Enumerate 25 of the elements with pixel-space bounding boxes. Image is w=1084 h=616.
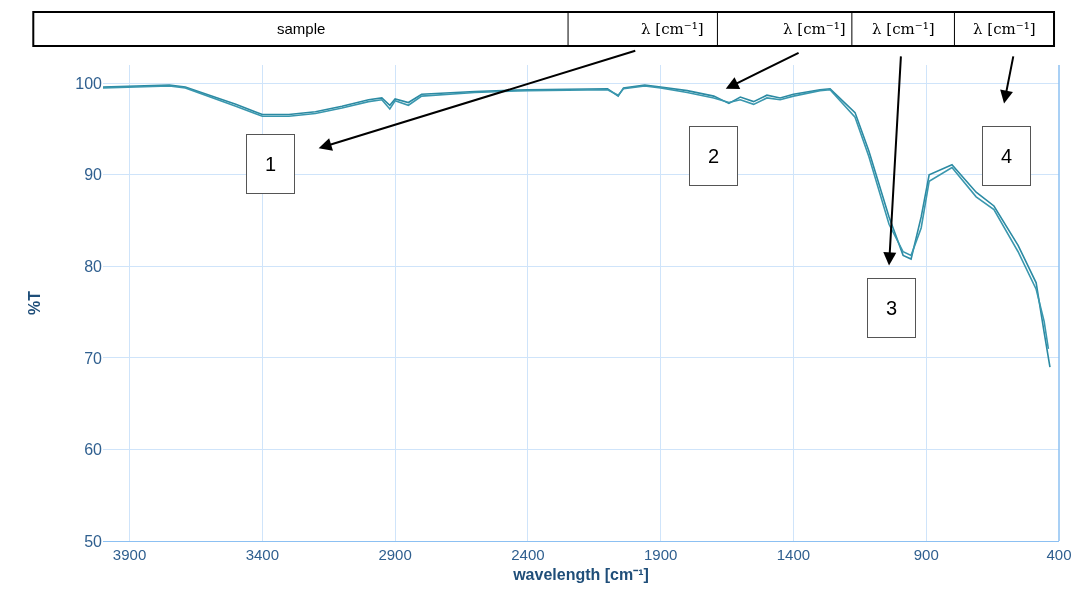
x-tick-label: 400 [1046, 546, 1072, 563]
annotation: 3 [886, 297, 898, 319]
text: λ [cm⁻¹] [872, 20, 935, 38]
x-tick-label: 1400 [776, 546, 811, 563]
text: sample [277, 20, 326, 37]
x-tick-label: 2900 [378, 546, 412, 563]
annotation: 1 [265, 153, 277, 175]
annotation: 2 [708, 145, 720, 167]
x-tick-label: 900 [913, 546, 939, 563]
text: λ [cm⁻¹] [783, 20, 846, 38]
y-tick-label: 70 [84, 349, 103, 367]
y-tick-label: 80 [84, 257, 103, 275]
text: λ [cm⁻¹] [641, 20, 704, 38]
y-tick-label: 90 [84, 166, 103, 184]
y-tick-label: 100 [75, 74, 103, 92]
x-axis-title: wavelength [cm⁻¹] [512, 565, 649, 583]
y-tick-label: 60 [84, 441, 103, 459]
annotation: 4 [1001, 145, 1013, 167]
x-tick-label: 2400 [511, 546, 545, 563]
x-tick-label: 3400 [245, 546, 280, 563]
y-tick-label: 50 [84, 532, 103, 550]
x-tick-label: 3900 [112, 546, 147, 563]
y-axis-title: %T [26, 290, 44, 315]
text: λ [cm⁻¹] [973, 20, 1036, 38]
x-tick-label: 1900 [643, 546, 678, 563]
